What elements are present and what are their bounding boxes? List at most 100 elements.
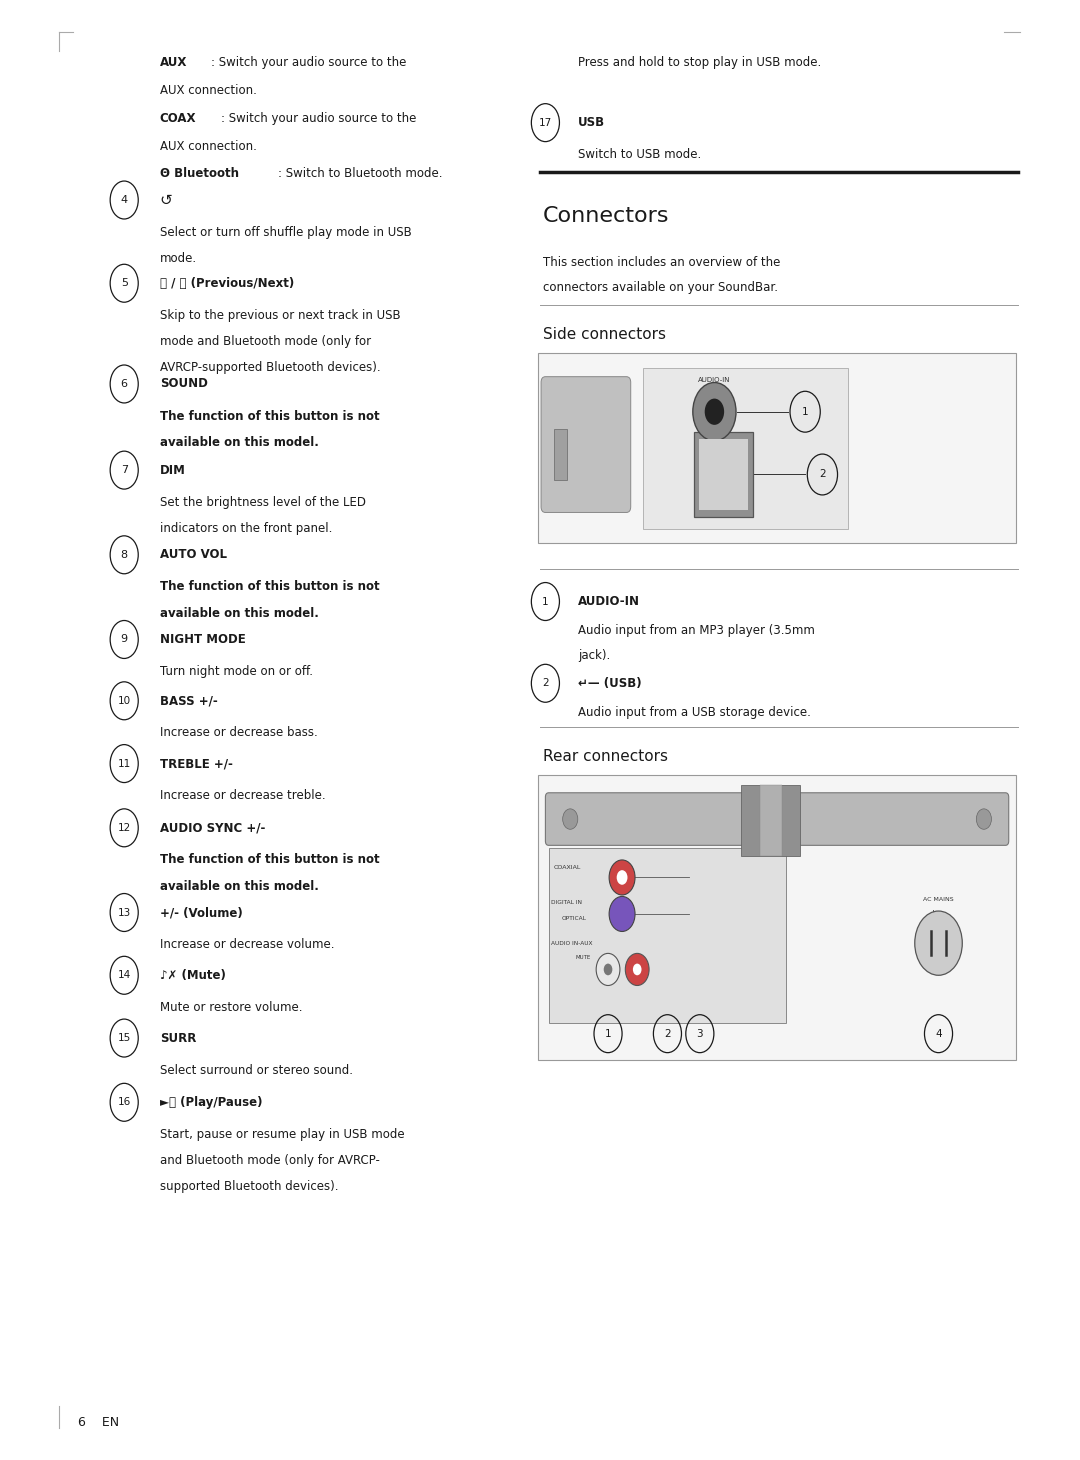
- Text: Start, pause or resume play in USB mode: Start, pause or resume play in USB mode: [160, 1129, 405, 1140]
- Text: 12: 12: [118, 823, 131, 832]
- Text: NIGHT MODE: NIGHT MODE: [160, 634, 245, 645]
- FancyBboxPatch shape: [700, 439, 747, 510]
- Text: COAXIAL: COAXIAL: [554, 864, 581, 870]
- Text: OPTICAL: OPTICAL: [562, 915, 586, 921]
- FancyBboxPatch shape: [554, 429, 567, 480]
- Circle shape: [693, 383, 737, 441]
- Text: 13: 13: [118, 908, 131, 917]
- Text: 11: 11: [118, 759, 131, 768]
- Circle shape: [563, 809, 578, 829]
- Text: AUTO VOL: AUTO VOL: [160, 549, 227, 561]
- Text: SOUND: SOUND: [160, 378, 207, 390]
- Text: 4: 4: [121, 196, 127, 204]
- Text: AUDIO SYNC +/-: AUDIO SYNC +/-: [160, 822, 266, 834]
- Text: : Switch your audio source to the: : Switch your audio source to the: [221, 112, 417, 124]
- Circle shape: [596, 953, 620, 986]
- Text: AC MAINS: AC MAINS: [923, 896, 954, 902]
- Text: 17: 17: [539, 118, 552, 127]
- Text: ↵— (USB): ↵— (USB): [578, 677, 642, 689]
- Text: 6: 6: [121, 380, 127, 388]
- Text: 14: 14: [118, 971, 131, 980]
- Text: MUTE: MUTE: [576, 955, 591, 961]
- Circle shape: [915, 911, 962, 975]
- Text: Increase or decrease volume.: Increase or decrease volume.: [160, 939, 335, 950]
- Text: Rear connectors: Rear connectors: [543, 749, 669, 764]
- Text: 5: 5: [121, 279, 127, 288]
- Text: Switch to USB mode.: Switch to USB mode.: [578, 149, 701, 161]
- Text: Turn night mode on or off.: Turn night mode on or off.: [160, 666, 313, 677]
- Circle shape: [609, 896, 635, 931]
- Text: Audio input from a USB storage device.: Audio input from a USB storage device.: [578, 707, 811, 718]
- Text: Mute or restore volume.: Mute or restore volume.: [160, 1002, 302, 1013]
- Text: COAX: COAX: [160, 112, 197, 124]
- Text: The function of this button is not: The function of this button is not: [160, 854, 379, 866]
- Text: jack).: jack).: [578, 650, 610, 661]
- Text: 8: 8: [121, 550, 127, 559]
- Text: DIM: DIM: [160, 464, 186, 476]
- Text: available on this model.: available on this model.: [160, 437, 319, 448]
- Text: 9: 9: [121, 635, 127, 644]
- Text: 16: 16: [118, 1098, 131, 1107]
- Text: 2: 2: [664, 1029, 671, 1038]
- Text: 1: 1: [801, 407, 809, 416]
- Text: Audio input from an MP3 player (3.5mm: Audio input from an MP3 player (3.5mm: [578, 625, 814, 637]
- Text: available on this model.: available on this model.: [160, 607, 319, 619]
- Text: connectors available on your SoundBar.: connectors available on your SoundBar.: [543, 282, 779, 293]
- Text: AVRCP-supported Bluetooth devices).: AVRCP-supported Bluetooth devices).: [160, 362, 380, 374]
- Text: 2: 2: [819, 470, 826, 479]
- Text: : Switch your audio source to the: : Switch your audio source to the: [211, 57, 406, 69]
- Text: TREBLE +/-: TREBLE +/-: [160, 758, 232, 769]
- Text: USB: USB: [578, 117, 605, 128]
- Circle shape: [609, 860, 635, 895]
- Text: AUX: AUX: [160, 57, 187, 69]
- Text: indicators on the front panel.: indicators on the front panel.: [160, 523, 333, 534]
- Text: 15: 15: [118, 1034, 131, 1042]
- Text: 4: 4: [935, 1029, 942, 1038]
- FancyBboxPatch shape: [693, 432, 754, 517]
- Text: Press and hold to stop play in USB mode.: Press and hold to stop play in USB mode.: [578, 57, 821, 69]
- FancyBboxPatch shape: [549, 848, 786, 1023]
- Text: Skip to the previous or next track in USB: Skip to the previous or next track in US…: [160, 310, 401, 321]
- Text: Connectors: Connectors: [543, 206, 670, 226]
- Circle shape: [604, 964, 612, 975]
- FancyBboxPatch shape: [545, 793, 1009, 845]
- Circle shape: [625, 953, 649, 986]
- Text: AUDIO-IN: AUDIO-IN: [578, 596, 639, 607]
- Text: 1: 1: [542, 597, 549, 606]
- Circle shape: [976, 809, 991, 829]
- Text: 7: 7: [121, 466, 127, 474]
- Text: and Bluetooth mode (only for AVRCP-: and Bluetooth mode (only for AVRCP-: [160, 1155, 380, 1167]
- Text: 10: 10: [118, 696, 131, 705]
- Text: ↺: ↺: [160, 193, 173, 207]
- Text: AUDIO-IN: AUDIO-IN: [698, 377, 731, 383]
- Text: AUDIO IN-AUX: AUDIO IN-AUX: [551, 940, 592, 946]
- Text: : Switch to Bluetooth mode.: : Switch to Bluetooth mode.: [278, 168, 442, 180]
- Circle shape: [633, 964, 642, 975]
- FancyBboxPatch shape: [541, 377, 631, 512]
- FancyBboxPatch shape: [538, 775, 1016, 1060]
- Text: ♪✗ (Mute): ♪✗ (Mute): [160, 969, 226, 981]
- Circle shape: [617, 870, 627, 885]
- Text: Select or turn off shuffle play mode in USB: Select or turn off shuffle play mode in …: [160, 226, 411, 238]
- Text: Select surround or stereo sound.: Select surround or stereo sound.: [160, 1064, 353, 1076]
- Text: supported Bluetooth devices).: supported Bluetooth devices).: [160, 1181, 338, 1193]
- Text: The function of this button is not: The function of this button is not: [160, 581, 379, 593]
- Text: BASS +/-: BASS +/-: [160, 695, 217, 707]
- FancyBboxPatch shape: [538, 353, 1016, 543]
- Text: Increase or decrease treble.: Increase or decrease treble.: [160, 790, 325, 802]
- Text: The function of this button is not: The function of this button is not: [160, 410, 379, 422]
- Text: mode.: mode.: [160, 253, 197, 264]
- Text: ⏮ / ⏭ (Previous/Next): ⏮ / ⏭ (Previous/Next): [160, 277, 294, 289]
- Text: DIGITAL IN: DIGITAL IN: [551, 899, 582, 905]
- Text: available on this model.: available on this model.: [160, 880, 319, 892]
- FancyBboxPatch shape: [760, 785, 782, 856]
- Circle shape: [704, 399, 724, 425]
- Text: Set the brightness level of the LED: Set the brightness level of the LED: [160, 496, 366, 508]
- Text: 3: 3: [697, 1029, 703, 1038]
- FancyBboxPatch shape: [741, 785, 800, 856]
- Text: 2: 2: [542, 679, 549, 688]
- Text: SURR: SURR: [160, 1032, 197, 1044]
- Text: +/- (Volume): +/- (Volume): [160, 907, 243, 918]
- Text: AUX connection.: AUX connection.: [160, 85, 257, 96]
- Text: This section includes an overview of the: This section includes an overview of the: [543, 257, 781, 269]
